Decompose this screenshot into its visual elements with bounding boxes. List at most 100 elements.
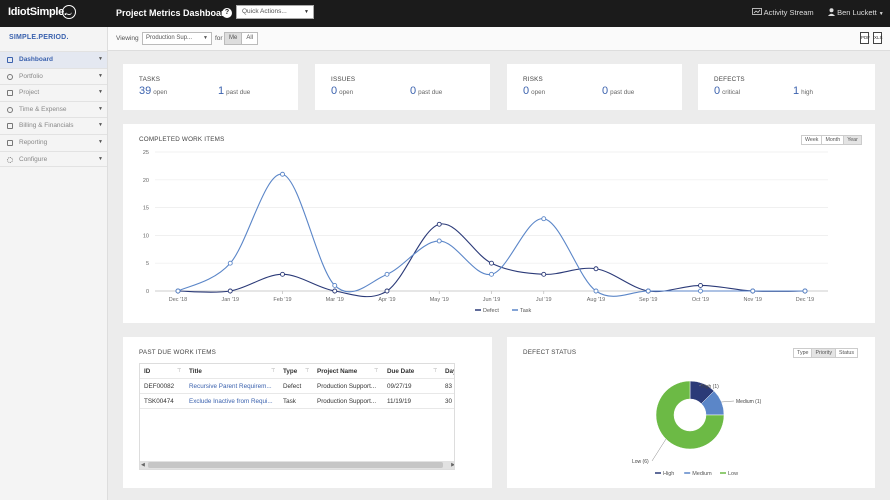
issues-past-due[interactable]: 0 past due — [410, 85, 442, 97]
group-status-button[interactable]: Status — [834, 349, 857, 357]
cell-title-link[interactable]: Exclude Inactive from Requi... — [189, 398, 273, 405]
sidebar-item-label: Dashboard — [19, 56, 53, 63]
col-header-title[interactable]: Title — [189, 368, 202, 375]
caret-down-icon: ▼ — [203, 35, 208, 41]
quick-actions-label: Quick Actions... — [242, 8, 287, 15]
issues-card[interactable]: ISSUES 0 open 0 past due — [315, 64, 490, 110]
period-month-button[interactable]: Month — [821, 136, 844, 144]
sidebar-item-reporting[interactable]: Reporting ▼ — [0, 133, 107, 151]
col-header-days-late[interactable]: Days L — [445, 368, 454, 375]
scroll-left-icon[interactable]: ◀ — [141, 462, 145, 468]
data-point-task[interactable] — [489, 271, 494, 277]
export-excel-icon[interactable]: XLS — [873, 32, 883, 44]
for-label: for — [215, 35, 223, 42]
data-point-task[interactable] — [645, 288, 651, 294]
cell-due-date: 11/19/19 — [387, 398, 412, 405]
filter-icon[interactable]: ⊤ — [374, 368, 379, 374]
scope-all-button[interactable]: All — [241, 33, 258, 44]
sidebar-item-billing-financials[interactable]: Billing & Financials ▼ — [0, 117, 107, 134]
x-tick-label: Mar '19 — [326, 297, 344, 303]
data-point-defect[interactable] — [489, 260, 494, 266]
brand-tagline: SIMPLE.PERIOD. — [9, 34, 69, 41]
data-point-task[interactable] — [593, 288, 599, 294]
horizontal-scrollbar[interactable]: ◀ ▶ — [140, 461, 455, 469]
col-header-project-name[interactable]: Project Name — [317, 368, 358, 375]
legend-label[interactable]: Task — [520, 308, 532, 314]
slice-label-leader — [651, 438, 667, 462]
issues-past-due-label: past due — [418, 89, 443, 96]
table-header-row: ID ⊤ Title ⊤ Type ⊤ Project Name ⊤ Due D… — [140, 364, 454, 379]
donut-slice-low[interactable] — [655, 380, 725, 450]
group-type-button[interactable]: Type — [794, 349, 812, 357]
risks-card[interactable]: RISKS 0 open 0 past due — [507, 64, 682, 110]
col-header-type[interactable]: Type — [283, 368, 298, 375]
data-point-defect[interactable] — [332, 288, 338, 294]
scrollbar-thumb[interactable] — [148, 462, 443, 468]
help-icon[interactable]: ? — [222, 8, 232, 18]
risks-open[interactable]: 0 open — [523, 85, 545, 97]
sidebar-item-dashboard[interactable]: Dashboard ▼ — [0, 51, 107, 68]
data-point-task[interactable] — [227, 260, 233, 266]
past-due-table: ID ⊤ Title ⊤ Type ⊤ Project Name ⊤ Due D… — [139, 363, 455, 470]
legend-label[interactable]: Low — [728, 471, 738, 477]
quick-actions-select[interactable]: Quick Actions... ▼ — [236, 5, 314, 19]
defects-high[interactable]: 1 high — [793, 85, 813, 97]
data-point-task[interactable] — [541, 216, 547, 222]
sidebar-item-configure[interactable]: Configure ▼ — [0, 150, 107, 168]
data-point-defect[interactable] — [384, 288, 390, 294]
sidebar-item-portfolio[interactable]: Portfolio ▼ — [0, 67, 107, 85]
col-header-id[interactable]: ID — [144, 368, 151, 375]
data-point-task[interactable] — [175, 288, 181, 294]
data-point-task[interactable] — [280, 171, 285, 177]
user-menu[interactable]: Ben Luckett ▼ — [828, 8, 884, 17]
defects-critical[interactable]: 0 critical — [714, 85, 740, 97]
data-point-task[interactable] — [332, 282, 338, 288]
data-point-defect[interactable] — [593, 266, 599, 272]
tasks-past-due-count: 1 — [218, 85, 225, 97]
period-year-button[interactable]: Year — [843, 136, 861, 144]
filter-icon[interactable]: ⊤ — [177, 368, 182, 374]
data-point-defect[interactable] — [541, 271, 547, 277]
legend-label[interactable]: Medium — [692, 471, 712, 477]
app-logo[interactable]: IdiotSimple. — [8, 6, 67, 18]
data-point-task[interactable] — [384, 271, 390, 277]
defects-card[interactable]: DEFECTS 0 critical 1 high — [698, 64, 875, 110]
export-pdf-icon[interactable]: PDF — [860, 32, 870, 44]
issues-open[interactable]: 0 open — [331, 85, 353, 97]
filter-icon[interactable]: ⊤ — [305, 368, 310, 374]
filter-icon[interactable]: ⊤ — [271, 368, 276, 374]
y-tick-label: 15 — [143, 206, 149, 212]
tasks-card[interactable]: TASKS 39 open 1 past due — [123, 64, 298, 110]
caret-down-icon: ▼ — [98, 56, 103, 62]
sidebar-item-project[interactable]: Project ▼ — [0, 84, 107, 101]
data-point-task[interactable] — [436, 238, 442, 244]
tasks-past-due[interactable]: 1 past due — [218, 85, 250, 97]
table-row[interactable]: DEF00082 Recursive Parent Requirem... De… — [140, 379, 454, 394]
scroll-right-icon[interactable]: ▶ — [451, 462, 455, 468]
table-row[interactable]: TSK00474 Exclude Inactive from Requi... … — [140, 394, 454, 409]
filter-icon[interactable]: ⊤ — [433, 368, 438, 374]
defect-donut-chart: High (1) Medium (1) Low (6) High Medium Low — [632, 380, 762, 477]
group-priority-button[interactable]: Priority — [811, 349, 835, 357]
top-bar: IdiotSimple. Project Metrics Dashboard ?… — [0, 0, 890, 27]
tasks-open[interactable]: 39 open — [139, 85, 167, 97]
data-point-defect[interactable] — [698, 282, 703, 288]
scope-me-button[interactable]: Me — [225, 33, 242, 44]
project-select[interactable]: Production Sup... ▼ — [142, 32, 212, 45]
legend-label[interactable]: High — [663, 471, 674, 477]
data-point-defect[interactable] — [280, 271, 285, 277]
data-point-task[interactable] — [802, 288, 808, 294]
cell-title-link[interactable]: Recursive Parent Requirem... — [189, 383, 272, 390]
data-point-task[interactable] — [698, 288, 703, 294]
col-header-due-date[interactable]: Due Date — [387, 368, 415, 375]
legend-label[interactable]: Defect — [483, 308, 499, 314]
data-point-defect[interactable] — [436, 221, 442, 227]
activity-stream-link[interactable]: Activity Stream — [752, 8, 814, 17]
sidebar-item-time-expense[interactable]: Time & Expense ▼ — [0, 100, 107, 118]
risks-past-due-label: past due — [610, 89, 635, 96]
data-point-task[interactable] — [750, 288, 756, 294]
data-point-defect[interactable] — [227, 288, 233, 294]
period-week-button[interactable]: Week — [802, 136, 822, 144]
caret-down-icon: ▼ — [304, 9, 309, 15]
risks-past-due[interactable]: 0 past due — [602, 85, 634, 97]
